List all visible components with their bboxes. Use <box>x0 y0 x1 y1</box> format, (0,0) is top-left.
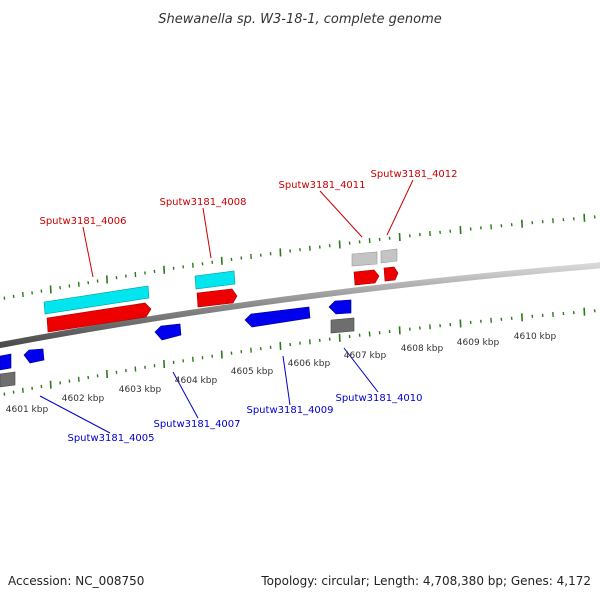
genome-axis <box>0 262 600 349</box>
gene-label: Sputw3181_4006 <box>39 216 126 227</box>
gene-feature-cyan[interactable] <box>194 270 236 290</box>
lower-tick-track <box>3 307 596 396</box>
gene-feature-blue[interactable] <box>0 353 12 371</box>
gene-label: Sputw3181_4005 <box>67 433 154 444</box>
upper-tick-track <box>3 213 596 300</box>
scale-label: 4609 kbp <box>457 338 500 348</box>
scale-label: 4607 kbp <box>344 351 387 361</box>
callout-line <box>386 179 414 236</box>
gene-feature-gray[interactable] <box>380 248 398 264</box>
scale-label: 4601 kbp <box>6 405 49 415</box>
callout-line <box>282 355 291 406</box>
gene-label: Sputw3181_4010 <box>335 393 422 404</box>
callout-line <box>343 347 379 393</box>
map-title: Shewanella sp. W3-18-1, complete genome <box>158 12 441 27</box>
scale-label: 4605 kbp <box>231 367 274 377</box>
gene-feature-blue[interactable] <box>23 348 45 364</box>
callout-line <box>82 226 94 278</box>
gene-feature-red[interactable] <box>383 266 399 282</box>
genome-summary-text: Topology: circular; Length: 4,708,380 bp… <box>261 574 591 588</box>
scale-label: 4606 kbp <box>288 359 331 369</box>
forward-strand-features <box>43 248 399 333</box>
scale-labels: 4601 kbp 4602 kbp 4603 kbp 4604 kbp 4605… <box>6 332 557 415</box>
gene-feature-gray[interactable] <box>351 251 378 267</box>
accession-text: Accession: NC_008750 <box>8 574 145 588</box>
callout-lines-bottom <box>39 347 379 434</box>
gene-feature-blue[interactable] <box>328 299 352 315</box>
gene-label: Sputw3181_4008 <box>159 197 246 208</box>
scale-label: 4604 kbp <box>175 376 218 386</box>
scale-label: 4603 kbp <box>119 385 162 395</box>
scale-label: 4602 kbp <box>62 394 105 404</box>
gene-feature-red[interactable] <box>353 269 380 286</box>
gene-label: Sputw3181_4011 <box>278 180 365 191</box>
callout-line <box>39 395 111 434</box>
gene-feature-gray[interactable] <box>0 371 16 388</box>
reverse-strand-features <box>0 299 355 388</box>
gene-label: Sputw3181_4007 <box>153 419 240 430</box>
gene-feature-red[interactable] <box>46 302 152 333</box>
gene-label: Sputw3181_4012 <box>370 169 457 180</box>
scale-label: 4610 kbp <box>514 332 557 342</box>
gene-feature-gray[interactable] <box>330 317 355 334</box>
gene-feature-cyan[interactable] <box>43 285 150 315</box>
callout-line <box>202 207 212 259</box>
scale-label: 4608 kbp <box>401 344 444 354</box>
gene-label: Sputw3181_4009 <box>246 405 333 416</box>
gene-feature-red[interactable] <box>196 288 238 308</box>
callout-lines-top <box>82 179 414 278</box>
gene-feature-blue[interactable] <box>154 323 182 341</box>
gene-feature-blue[interactable] <box>244 306 311 328</box>
callout-line <box>172 371 199 419</box>
callout-line <box>319 190 363 238</box>
